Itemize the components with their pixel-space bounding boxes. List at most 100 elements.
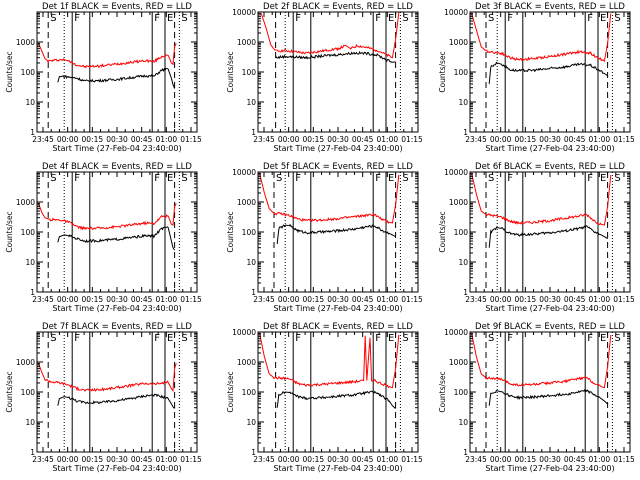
- panel-title: Det 1f BLACK = Events, RED = LLD: [42, 2, 192, 12]
- y-axis-label: Counts/sec: [5, 211, 14, 252]
- x-tick-label: 00:30: [106, 455, 128, 464]
- event-marker-label: E: [167, 333, 173, 344]
- x-tick-label: 01:00: [156, 135, 178, 144]
- x-tick-label: 00:00: [57, 295, 79, 304]
- y-axis-label: Counts/sec: [5, 51, 14, 92]
- event-marker-label: S: [402, 333, 408, 344]
- lld-series-line: [260, 12, 400, 59]
- event-marker-label: S: [50, 333, 56, 344]
- event-marker-label: F: [375, 13, 381, 24]
- x-tick-label: 00:15: [82, 295, 104, 304]
- event-marker-label: S: [181, 173, 187, 184]
- x-tick-label: 00:45: [131, 455, 153, 464]
- y-tick-label: 1: [463, 448, 468, 457]
- y-axis-label: Counts/sec: [5, 371, 14, 412]
- event-marker-label: F: [587, 13, 593, 24]
- plot-frame: [257, 11, 419, 133]
- x-tick-label: 23:45: [32, 295, 54, 304]
- y-tick-label: 100: [21, 388, 36, 397]
- events-series-line: [275, 50, 396, 63]
- x-tick-label: 01:15: [180, 295, 202, 304]
- y-tick-label: 1000: [237, 38, 256, 47]
- events-series-line: [276, 390, 396, 409]
- x-tick-label: 00:45: [131, 135, 153, 144]
- x-axis-label: Start Time (27-Feb-04 23:40:00): [485, 144, 614, 153]
- event-marker-label: S: [50, 13, 56, 24]
- event-marker-label: F: [154, 173, 160, 184]
- panel-title: Det 8f BLACK = Events, RED = LLD: [263, 322, 413, 332]
- x-tick-label: 01:15: [180, 135, 202, 144]
- event-marker-label: F: [74, 173, 80, 184]
- event-marker-label: F: [507, 13, 513, 24]
- panel-title: Det 7f BLACK = Events, RED = LLD: [42, 322, 192, 332]
- y-axis-label: Counts/sec: [438, 51, 447, 92]
- x-axis-label: Start Time (27-Feb-04 23:40:00): [273, 464, 402, 473]
- x-tick-label: 00:45: [564, 135, 586, 144]
- x-tick-label: 00:15: [303, 135, 325, 144]
- lld-series-line: [471, 13, 612, 63]
- panel-title: Det 6f BLACK = Events, RED = LLD: [475, 162, 625, 172]
- y-tick-label: 10: [458, 418, 468, 427]
- x-tick-label: 01:00: [589, 295, 611, 304]
- x-tick-label: 00:45: [352, 295, 374, 304]
- x-axis-label: Start Time (27-Feb-04 23:40:00): [273, 304, 402, 313]
- x-tick-label: 23:45: [253, 455, 275, 464]
- event-marker-label: E: [600, 13, 606, 24]
- y-tick-label: 1: [251, 128, 256, 137]
- y-tick-label: 1000: [237, 198, 256, 207]
- event-marker-label: S: [402, 13, 408, 24]
- y-tick-label: 10: [246, 418, 256, 427]
- x-tick-label: 01:00: [589, 455, 611, 464]
- event-marker-label: S: [614, 333, 620, 344]
- y-tick-label: 10: [458, 98, 468, 107]
- x-tick-label: 23:45: [253, 295, 275, 304]
- x-tick-label: 01:15: [180, 455, 202, 464]
- event-marker-label: F: [74, 13, 80, 24]
- panel-title: Det 5f BLACK = Events, RED = LLD: [263, 162, 413, 172]
- y-tick-label: 1: [30, 448, 35, 457]
- y-tick-label: 100: [454, 228, 469, 237]
- y-tick-label: 10: [458, 258, 468, 267]
- panel-title: Det 2f BLACK = Events, RED = LLD: [263, 2, 413, 12]
- y-tick-label: 10000: [444, 328, 468, 337]
- x-tick-label: 23:45: [465, 135, 487, 144]
- x-tick-label: 00:30: [327, 135, 349, 144]
- plot-frame: [36, 11, 198, 133]
- y-tick-label: 100: [242, 228, 257, 237]
- x-tick-label: 01:00: [156, 295, 178, 304]
- plot-frame: [257, 331, 419, 453]
- x-tick-label: 00:15: [515, 455, 537, 464]
- x-tick-label: 00:00: [490, 135, 512, 144]
- event-marker-label: S: [181, 333, 187, 344]
- y-tick-label: 1: [463, 288, 468, 297]
- x-tick-label: 01:15: [401, 455, 423, 464]
- x-tick-label: 00:00: [490, 295, 512, 304]
- y-tick-label: 100: [242, 388, 257, 397]
- event-marker-label: F: [74, 333, 80, 344]
- x-tick-label: 01:00: [377, 455, 399, 464]
- event-marker-label: E: [600, 173, 606, 184]
- x-tick-label: 00:15: [515, 295, 537, 304]
- event-marker-label: F: [587, 333, 593, 344]
- y-axis-label: Counts/sec: [438, 371, 447, 412]
- x-tick-label: 00:00: [278, 295, 300, 304]
- x-tick-label: 00:15: [303, 455, 325, 464]
- x-axis-label: Start Time (27-Feb-04 23:40:00): [273, 144, 402, 153]
- x-axis-label: Start Time (27-Feb-04 23:40:00): [485, 304, 614, 313]
- x-tick-label: 23:45: [32, 455, 54, 464]
- y-tick-label: 100: [21, 228, 36, 237]
- y-tick-label: 1000: [16, 358, 35, 367]
- y-tick-label: 100: [454, 388, 469, 397]
- x-tick-label: 01:15: [401, 295, 423, 304]
- x-tick-label: 00:30: [539, 135, 561, 144]
- x-tick-label: 01:00: [377, 295, 399, 304]
- lld-series-line: [38, 203, 177, 231]
- x-tick-label: 00:00: [57, 135, 79, 144]
- y-axis-label: Counts/sec: [226, 211, 235, 252]
- y-tick-label: 1: [30, 128, 35, 137]
